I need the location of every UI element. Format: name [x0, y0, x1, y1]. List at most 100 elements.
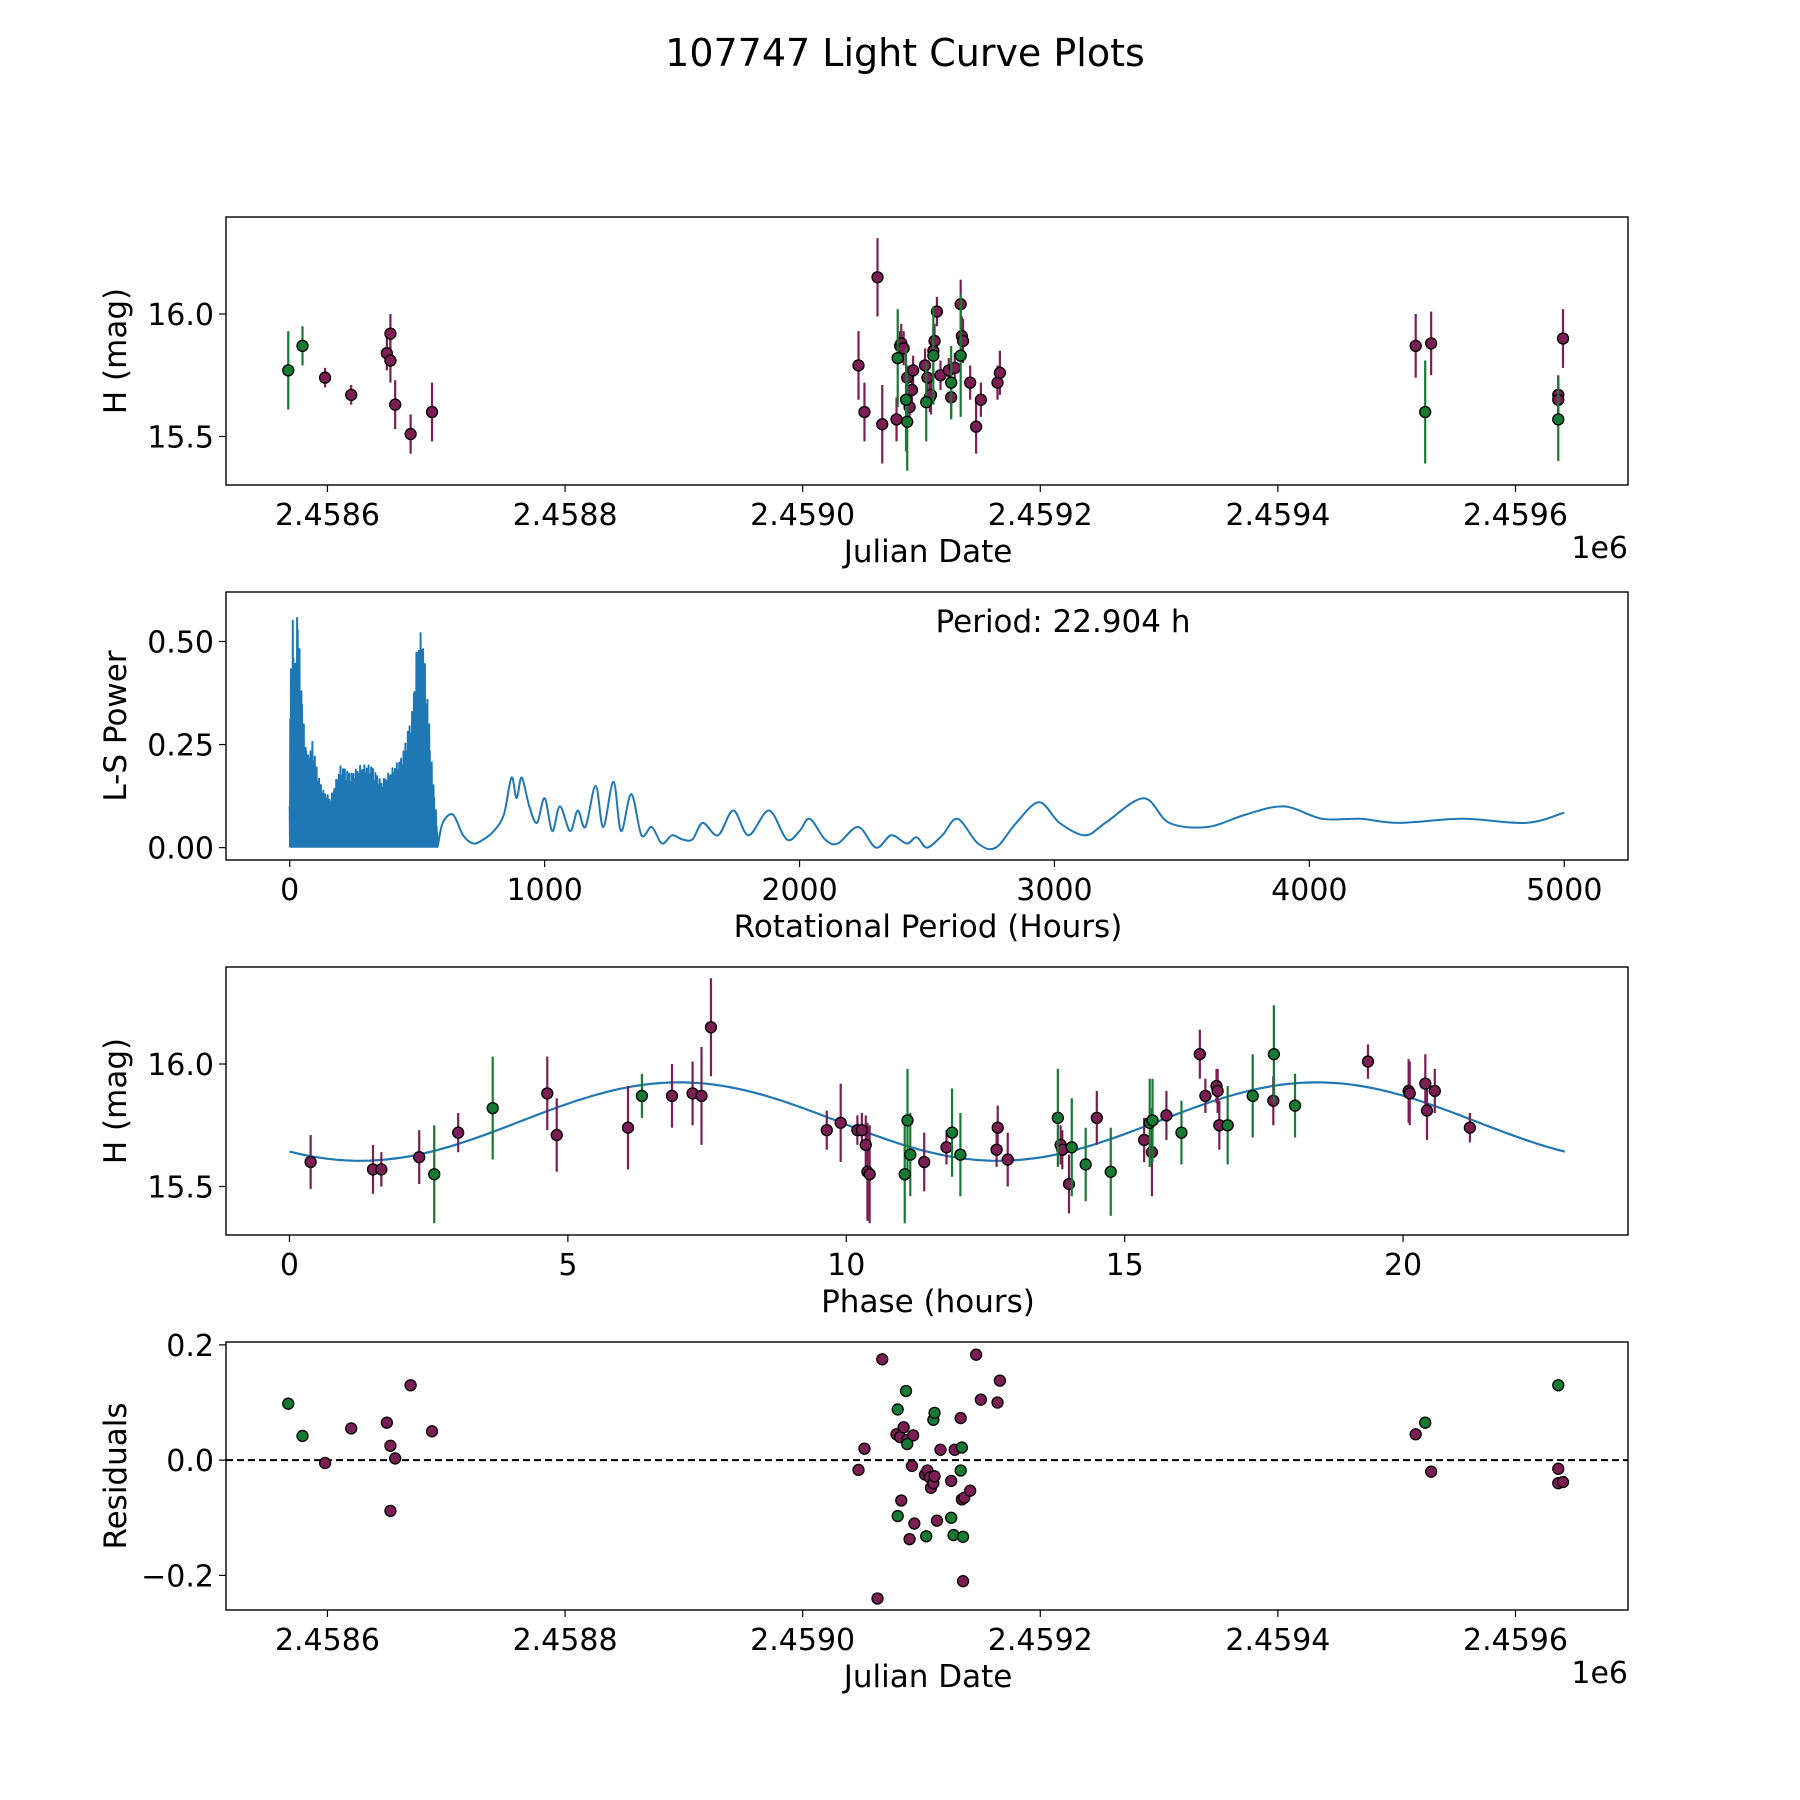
x-tick-label: 0 [280, 1248, 299, 1283]
data-point [389, 398, 402, 411]
data-point [907, 1429, 920, 1442]
phase-folded-xlabel: Phase (hours) [821, 1284, 1035, 1320]
data-point [1079, 1158, 1092, 1171]
data-point [871, 271, 884, 284]
light-curve-frame [225, 216, 1629, 486]
data-point [891, 1403, 904, 1416]
data-point [956, 1575, 970, 1588]
y-tick-label: 0.0 [166, 1444, 214, 1479]
data-point [964, 376, 977, 389]
series-filter-maroon [318, 238, 1570, 464]
data-point [1552, 413, 1565, 426]
data-point [876, 418, 889, 431]
x-tick-label: 4000 [1271, 873, 1347, 908]
data-point [1424, 337, 1438, 350]
x-tick-label: 2.4592 [988, 498, 1093, 533]
data-point [897, 342, 910, 355]
data-point [1409, 1428, 1422, 1441]
data-point [1420, 1104, 1434, 1117]
periodogram-frame [225, 591, 1629, 861]
data-point [389, 1452, 402, 1465]
data-point [928, 334, 941, 348]
data-point [1409, 339, 1422, 353]
residuals-panel: 2.4586 2.4588 2.4590 2.4592 2.4594 2.4596 −0.2… [98, 1329, 1629, 1695]
data-point [945, 376, 958, 389]
periodogram-panel: 0 1000 2000 3000 4000 5000 0.00 0.25 0.50 Period… [98, 591, 1629, 945]
periodogram-line [288, 617, 1565, 851]
fit-curve [289, 1081, 1565, 1162]
data-point [1090, 1111, 1103, 1125]
data-point [945, 1511, 958, 1524]
data-point [930, 1514, 944, 1527]
data-point [550, 1128, 563, 1142]
data-point [907, 364, 920, 377]
x-tick-label: 2.4588 [513, 1623, 618, 1658]
data-point [1556, 332, 1570, 345]
figure-title: 107747 Light Curve Plots [665, 31, 1145, 75]
data-point [345, 388, 358, 402]
periodogram-ylabel: L-S Power [98, 650, 134, 801]
y-tick-label: 16.0 [147, 298, 214, 333]
light-curve-offset-label: 1e6 [1571, 531, 1628, 566]
data-point [375, 1163, 388, 1176]
data-point [974, 393, 988, 406]
data-point [1246, 1089, 1259, 1103]
data-point [345, 1422, 358, 1435]
data-point [1403, 1087, 1416, 1100]
data-point [1424, 1465, 1438, 1478]
x-tick-label: 2.4594 [1225, 1623, 1330, 1658]
y-tick-label: 16.0 [147, 1048, 214, 1083]
data-point [871, 1592, 884, 1605]
data-point [858, 405, 871, 419]
x-tick-label: 2.4596 [1463, 1623, 1568, 1658]
data-point [304, 1155, 317, 1169]
data-point [541, 1087, 554, 1100]
series-filter-green [282, 294, 1565, 471]
data-point [425, 1425, 439, 1438]
data-point [852, 359, 865, 372]
data-point [404, 1379, 417, 1392]
data-point [955, 1441, 969, 1454]
x-tick-label: 2.4586 [275, 498, 380, 533]
data-point [852, 1463, 865, 1477]
data-point [1288, 1099, 1302, 1112]
data-point [1463, 1121, 1477, 1134]
data-point [1419, 405, 1432, 419]
series-filter-maroon [318, 1348, 1570, 1605]
light-curve-ylabel: H (mag) [98, 288, 134, 414]
light-curve-xlabel: Julian Date [842, 534, 1013, 570]
x-tick-label: 2.4590 [750, 498, 855, 533]
data-point [876, 1353, 889, 1366]
data-point [384, 1439, 397, 1452]
data-point [282, 1397, 295, 1410]
data-point [1146, 1114, 1159, 1127]
data-point [901, 415, 914, 428]
data-point [1267, 1048, 1281, 1061]
data-point [1193, 1048, 1206, 1061]
x-tick-label: 2.4586 [275, 1623, 380, 1658]
data-point [282, 364, 295, 377]
data-point [964, 1484, 977, 1497]
data-point [384, 354, 397, 367]
data-point [1419, 1077, 1432, 1090]
data-point [954, 1148, 967, 1161]
data-point [863, 1168, 876, 1181]
x-tick-label: 15 [1106, 1248, 1144, 1283]
x-tick-label: 2000 [761, 873, 837, 908]
y-tick-label: 15.5 [147, 420, 214, 455]
data-point [918, 1155, 931, 1169]
data-point [891, 1509, 904, 1523]
x-tick-label: 2.4592 [988, 1623, 1093, 1658]
data-point [1160, 1109, 1173, 1122]
data-point [1221, 1119, 1234, 1132]
data-point [928, 1406, 941, 1420]
x-tick-label: 2.4588 [513, 498, 618, 533]
data-point [318, 1456, 332, 1470]
data-point [1419, 1416, 1432, 1429]
x-tick-label: 1000 [506, 873, 582, 908]
data-point [891, 351, 904, 365]
data-point [428, 1168, 441, 1181]
data-point [901, 1437, 914, 1451]
data-point [1051, 1111, 1064, 1125]
